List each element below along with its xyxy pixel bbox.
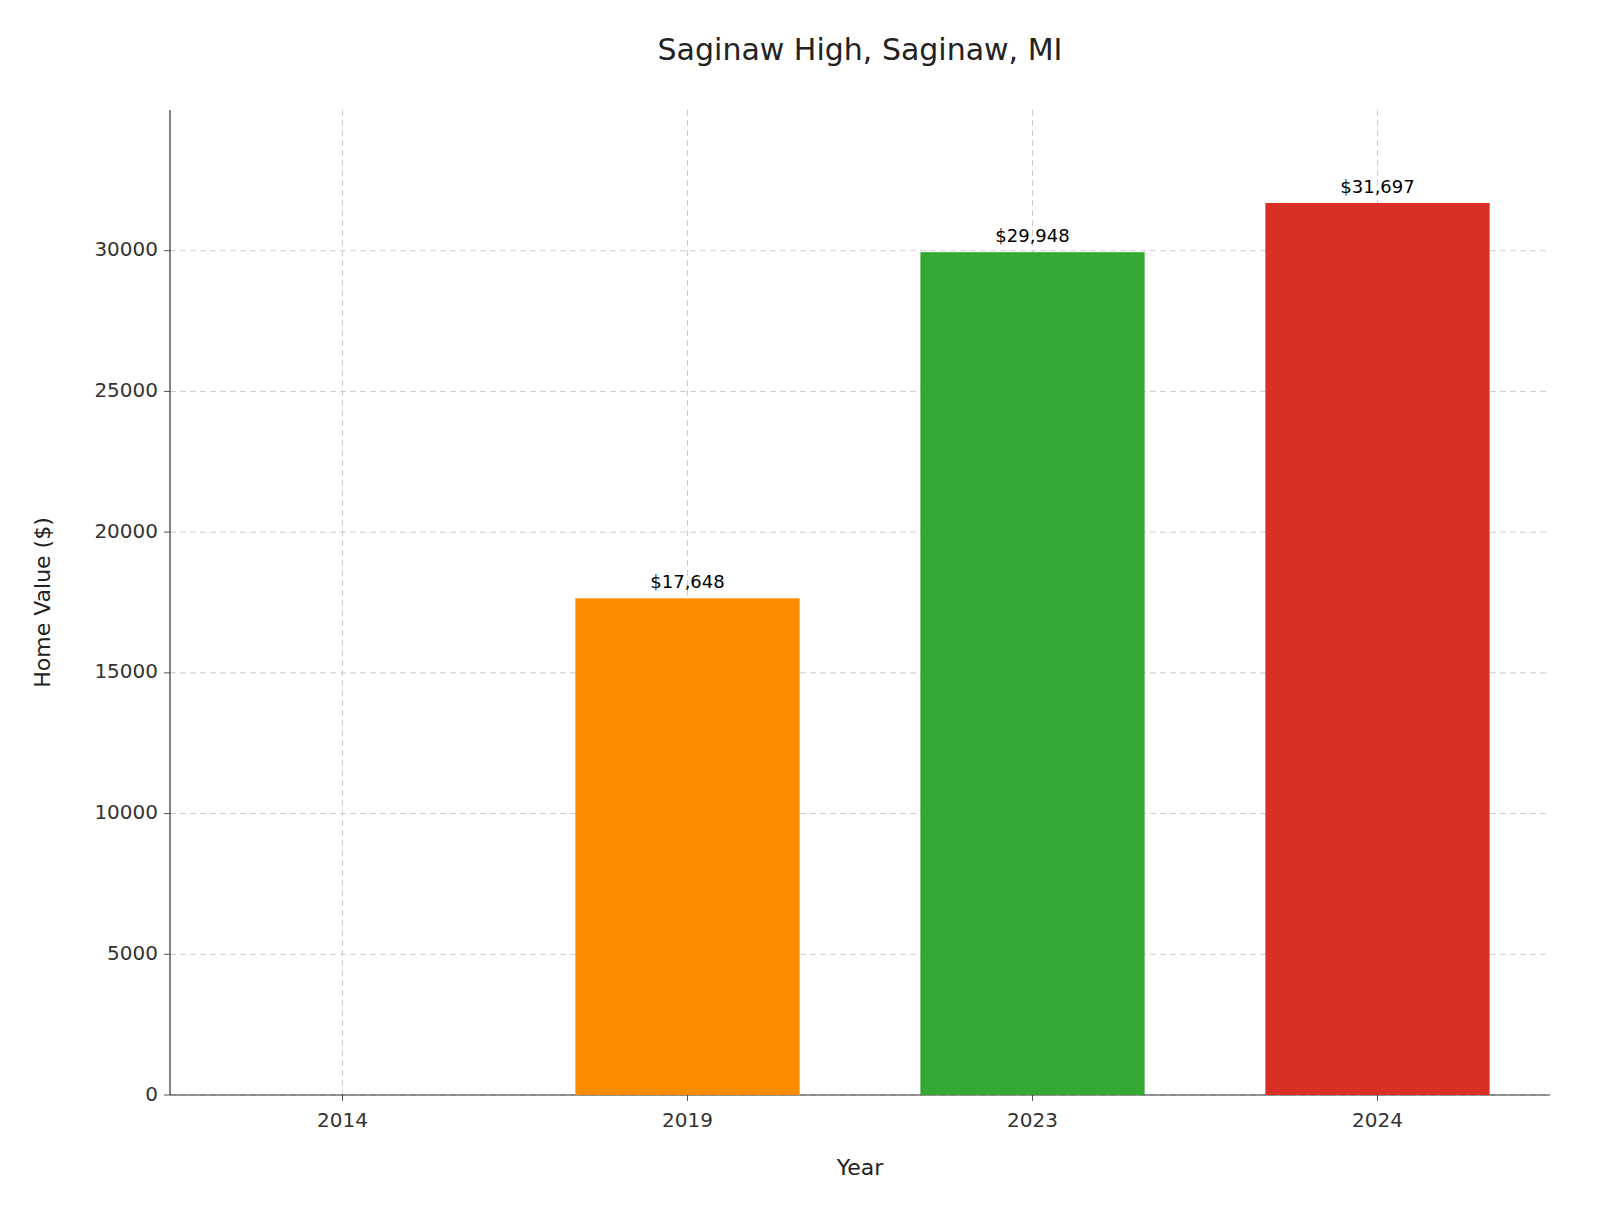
data-label: $31,697 [1340,176,1414,197]
y-tick-label: 30000 [94,237,158,261]
chart-container: 0 5000 10000 15000 20000 25000 30000 2014 2019 20… [0,0,1600,1225]
data-label: $17,648 [650,571,724,592]
grid [170,110,1550,1095]
y-tick [164,954,170,955]
data-label: $29,948 [995,225,1069,246]
x-tick [687,1095,688,1101]
x-tick-label: 2023 [1007,1108,1058,1132]
bar [1265,203,1489,1095]
y-tick-label: 25000 [94,378,158,402]
x-tick-label: 2014 [317,1108,368,1132]
title: Saginaw High, Saginaw, MI [658,32,1063,67]
x-tick [1377,1095,1378,1101]
y-tick [164,813,170,814]
data-labels: $17,648 $29,948 $31,697 [650,176,1414,592]
bar [230,1095,454,1096]
x-tick-label: 2024 [1352,1108,1403,1132]
y-tick-label: 20000 [94,519,158,543]
x-tick-label: 2019 [662,1108,713,1132]
bars [575,203,1489,1095]
chart: 0 5000 10000 15000 20000 25000 30000 2014 2019 20… [0,0,1600,1225]
bar [920,252,1144,1095]
y-tick-label: 10000 [94,800,158,824]
y-tick [164,391,170,392]
y-tick [164,532,170,533]
y-tick [164,250,170,251]
y-tick-label: 5000 [107,941,158,965]
x-tick [1032,1095,1033,1101]
axes: 0 5000 10000 15000 20000 25000 30000 2014 2019 20… [94,110,1550,1132]
x-tick [342,1095,343,1101]
x-axis-label: Year [836,1155,885,1180]
y-tick [164,672,170,673]
y-axis-label: Home Value ($) [30,517,55,688]
y-tick-label: 15000 [94,659,158,683]
y-tick [164,1095,170,1096]
bar [575,598,799,1095]
y-axis-line [169,110,170,1095]
y-tick-label: 0 [145,1082,158,1106]
x-grid-line [342,110,343,1095]
